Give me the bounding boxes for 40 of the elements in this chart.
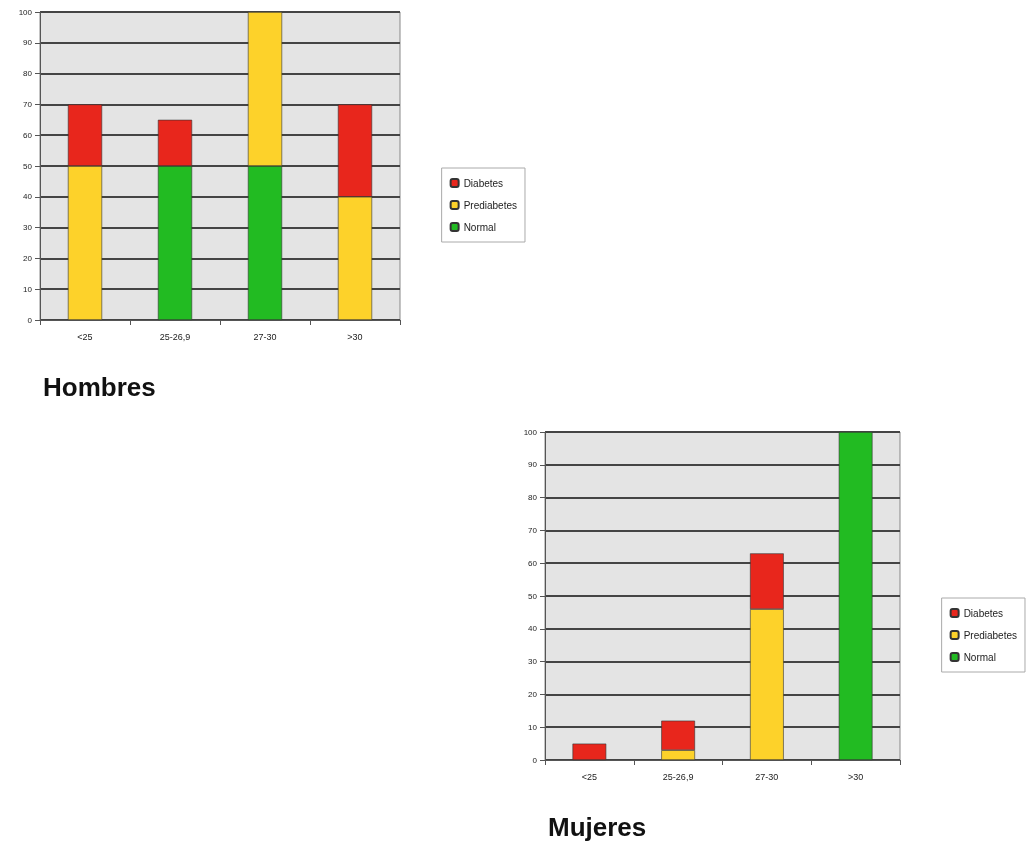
y-tick-label: 20: [528, 689, 538, 699]
y-tick-label: 40: [23, 192, 33, 202]
x-tick-label: 25-26,9: [159, 331, 191, 342]
y-tick-label: 0: [532, 755, 538, 765]
y-tick-label: 50: [528, 591, 538, 601]
y-tick-label: 40: [528, 624, 538, 634]
y-tick-label: 80: [528, 493, 538, 503]
y-tick-label: 100: [523, 427, 538, 437]
y-tick-label: 70: [528, 525, 538, 535]
y-tick-label: 10: [528, 722, 538, 732]
x-tick-label: >30: [847, 771, 864, 782]
x-tick-label: >30: [347, 331, 363, 342]
y-tick-label: 70: [23, 99, 33, 109]
y-tick-label: 100: [18, 7, 33, 17]
text: Hombres: [43, 372, 156, 402]
y-tick-label: 80: [23, 69, 33, 79]
y-tick-label: 90: [23, 38, 33, 48]
y-tick-label: 30: [23, 223, 33, 233]
y-tick-label: 50: [23, 161, 33, 171]
bar: [838, 432, 873, 760]
y-tick-label: 30: [528, 657, 538, 667]
legend-label: Normal: [463, 221, 496, 233]
y-tick-label: 60: [23, 130, 33, 140]
x-tick-label: 27-30: [253, 331, 277, 342]
x-tick-label: 27-30: [755, 771, 779, 782]
legend-label: Normal: [963, 651, 996, 663]
y-tick-label: 20: [23, 253, 33, 263]
legend-label: Diabetes: [963, 607, 1004, 619]
legend-label: Diabetes: [463, 177, 504, 189]
legend-label: Prediabetes: [463, 199, 518, 211]
x-tick-label: 25-26,9: [662, 771, 694, 782]
bar: [572, 743, 607, 760]
x-tick-label: <25: [77, 331, 93, 342]
y-tick-label: 0: [27, 315, 33, 325]
y-tick-label: 90: [528, 460, 538, 470]
legend-label: Prediabetes: [963, 629, 1018, 641]
y-tick-label: 60: [528, 558, 538, 568]
text: Mujeres: [548, 812, 647, 842]
y-tick-label: 10: [23, 284, 33, 294]
x-tick-label: <25: [581, 771, 598, 782]
